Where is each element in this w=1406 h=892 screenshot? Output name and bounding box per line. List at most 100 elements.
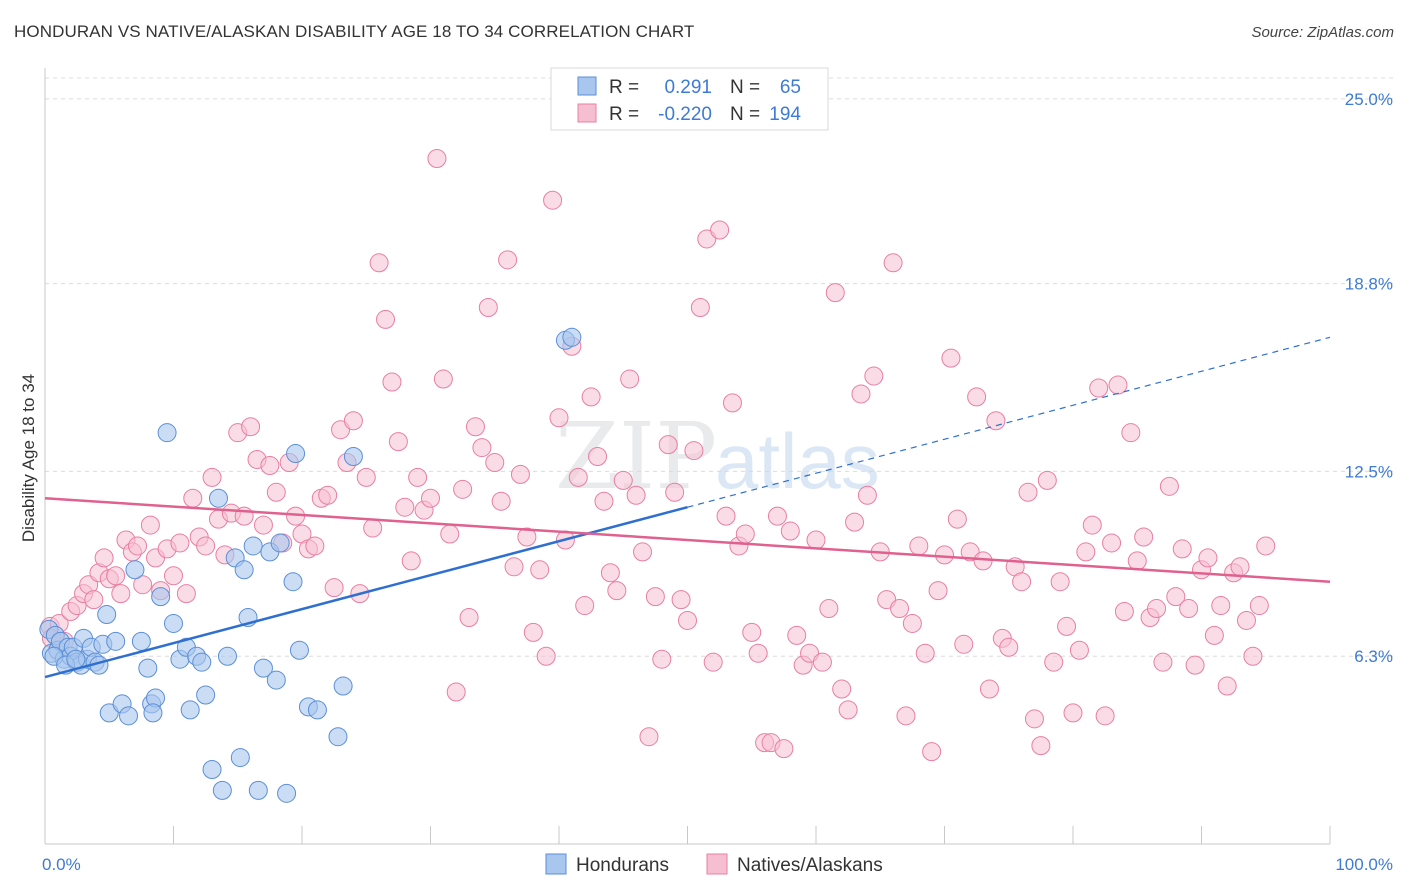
native-alaskan-point	[613, 470, 633, 490]
native-alaskan-point	[1037, 470, 1057, 490]
honduran-point	[234, 560, 254, 580]
native-alaskan-point	[196, 536, 216, 556]
native-alaskan-point	[671, 590, 691, 610]
native-alaskan-point	[575, 596, 595, 616]
native-alaskan-point	[665, 482, 685, 502]
correlation-legend: R = 0.291 N = 65 R = -0.220 N = 194	[550, 67, 829, 131]
bottom-legend-hondurans: Hondurans	[576, 855, 669, 876]
native-alaskan-point	[979, 679, 999, 699]
native-alaskan-point	[1230, 557, 1250, 577]
honduran-point	[138, 658, 158, 678]
legend-r-label-1: R =	[609, 77, 639, 98]
native-alaskan-point	[202, 467, 222, 487]
native-alaskan-point	[1063, 703, 1083, 723]
native-alaskan-point	[588, 447, 608, 467]
native-alaskan-point	[440, 524, 460, 544]
native-alaskan-point	[986, 411, 1006, 431]
honduran-point	[217, 646, 237, 666]
native-alaskan-point	[742, 622, 762, 642]
native-alaskan-point	[94, 548, 114, 568]
native-alaskan-point	[1243, 646, 1263, 666]
native-alaskan-point	[363, 518, 383, 538]
honduran-point	[180, 700, 200, 720]
native-alaskan-point	[645, 587, 665, 607]
native-alaskan-point	[453, 479, 473, 499]
honduran-point	[131, 631, 151, 651]
legend-n-value-1: 65	[780, 77, 801, 98]
source-label: Source: ZipAtlas.com	[1251, 24, 1394, 41]
native-alaskan-point	[478, 298, 498, 318]
x-tick-label-max: 100.0%	[1335, 855, 1393, 874]
honduran-point	[125, 560, 145, 580]
honduran-point	[192, 652, 212, 672]
native-alaskan-point	[1236, 610, 1256, 630]
native-alaskan-point	[780, 521, 800, 541]
trend-lines	[44, 336, 1331, 679]
honduran-point	[289, 640, 309, 660]
hondurans-trend-extension	[687, 336, 1331, 508]
native-alaskan-point	[568, 467, 588, 487]
native-alaskan-point	[620, 369, 640, 389]
native-alaskan-point	[1198, 548, 1218, 568]
series-legend: Hondurans Natives/Alaskans	[545, 853, 883, 876]
native-alaskan-point	[324, 578, 344, 598]
native-alaskan-point	[1179, 599, 1199, 619]
chart-title: HONDURAN VS NATIVE/ALASKAN DISABILITY AG…	[14, 22, 695, 41]
native-alaskan-point	[600, 563, 620, 583]
bottom-legend-swatch-natives	[706, 853, 728, 875]
native-alaskan-point	[1249, 596, 1269, 616]
native-alaskan-point	[652, 649, 672, 669]
honduran-point	[157, 423, 177, 443]
native-alaskan-point	[376, 309, 396, 329]
legend-swatch-hondurans	[577, 76, 597, 96]
native-alaskan-point	[594, 491, 614, 511]
native-alaskan-point	[819, 599, 839, 619]
native-alaskan-point	[1256, 536, 1276, 556]
native-alaskan-point	[523, 622, 543, 642]
honduran-point	[243, 536, 263, 556]
native-alaskan-point	[639, 727, 659, 747]
honduran-point	[333, 676, 353, 696]
native-alaskan-point	[703, 652, 723, 672]
watermark-atlas: atlas	[715, 417, 880, 505]
native-alaskan-point	[472, 438, 492, 458]
native-alaskan-point	[517, 527, 537, 547]
native-alaskan-point	[343, 411, 363, 431]
native-alaskan-point	[1204, 625, 1224, 645]
legend-r-label-2: R =	[609, 104, 639, 125]
native-alaskan-point	[806, 530, 826, 550]
native-alaskan-point	[369, 253, 389, 273]
honduran-point	[164, 613, 183, 633]
native-alaskan-point	[1050, 572, 1070, 592]
native-alaskan-point	[510, 464, 530, 484]
native-alaskan-point	[1147, 599, 1167, 619]
native-alaskan-point	[1089, 378, 1109, 398]
y-tick-label: 6.3%	[1354, 647, 1393, 666]
honduran-point	[106, 631, 126, 651]
native-alaskan-point	[140, 515, 160, 535]
honduran-point	[66, 649, 86, 669]
honduran-point	[208, 488, 228, 508]
honduran-point	[562, 327, 582, 347]
native-alaskan-point	[401, 551, 421, 571]
honduran-point	[119, 706, 139, 726]
native-alaskan-point	[266, 482, 286, 502]
native-alaskan-point	[260, 455, 280, 475]
honduran-point	[97, 604, 117, 624]
native-alaskan-point	[710, 220, 730, 240]
native-alaskan-point	[883, 253, 903, 273]
native-alaskan-point	[999, 637, 1019, 657]
native-alaskan-point	[690, 298, 710, 318]
honduran-point	[248, 780, 268, 800]
honduran-point	[307, 700, 327, 720]
native-alaskan-point	[633, 542, 653, 562]
legend-n-label-2: N =	[730, 104, 760, 125]
native-alaskan-point	[896, 706, 916, 726]
native-alaskan-point	[491, 491, 511, 511]
native-alaskan-point	[1172, 539, 1192, 559]
native-alaskan-point	[1095, 706, 1115, 726]
native-alaskan-point	[388, 432, 408, 452]
native-alaskan-point	[318, 485, 338, 505]
native-alaskan-point	[1044, 652, 1064, 672]
